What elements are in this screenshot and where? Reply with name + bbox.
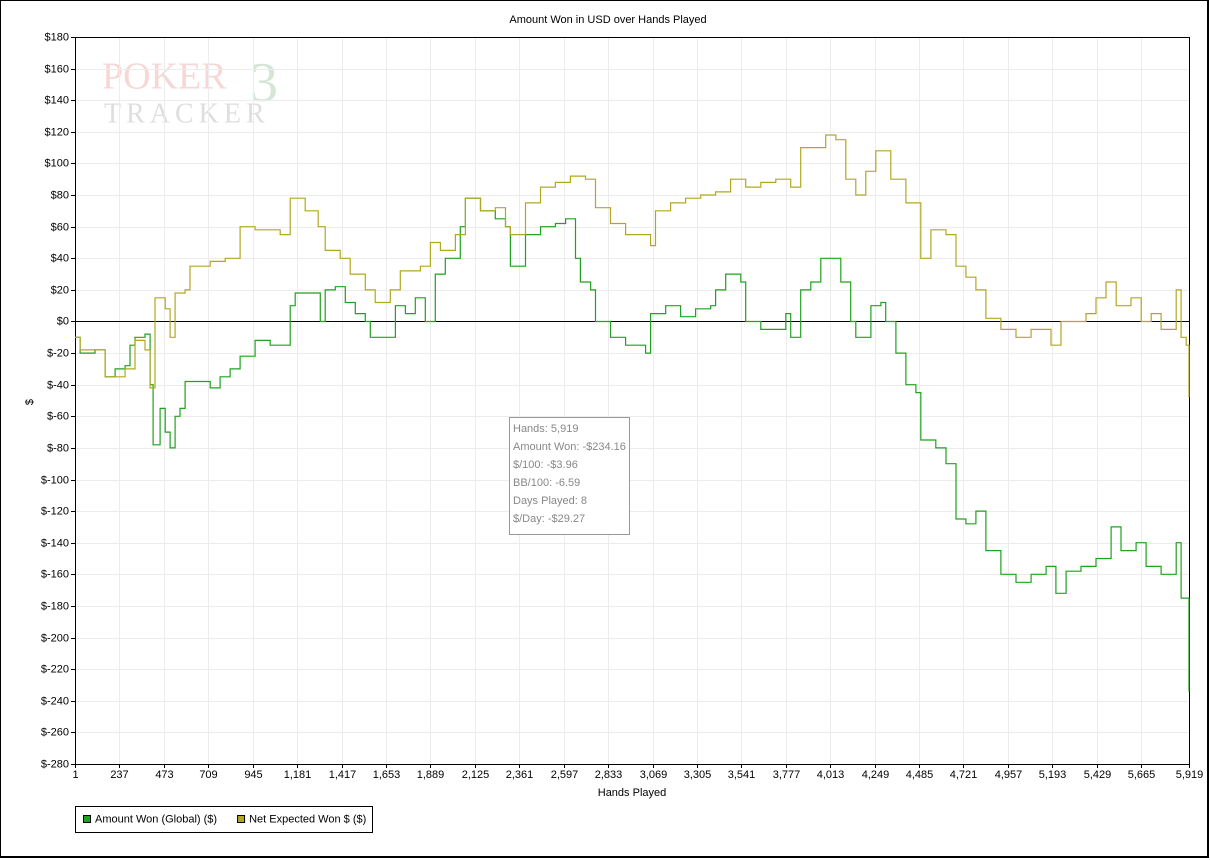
watermark-text: 3 bbox=[250, 52, 278, 114]
tooltip-line: BB/100: -6.59 bbox=[513, 477, 580, 489]
plot-frame bbox=[75, 37, 1190, 765]
y-tick-label: $-40 bbox=[47, 379, 69, 391]
legend-swatch bbox=[237, 815, 246, 823]
y-tick-label: $-220 bbox=[41, 663, 69, 675]
tooltip-line: $/Day: -$29.27 bbox=[513, 513, 585, 525]
x-tick-label: 945 bbox=[244, 769, 262, 781]
y-tick-label: $60 bbox=[51, 221, 69, 233]
x-tick-label: 1,417 bbox=[329, 769, 357, 781]
x-tick-label: 5,429 bbox=[1084, 769, 1112, 781]
x-tick-label: 4,013 bbox=[817, 769, 845, 781]
watermark: POKER TRACKER 3 bbox=[102, 52, 278, 130]
y-tick-label: $-140 bbox=[41, 537, 69, 549]
x-tick-label: 1 bbox=[72, 769, 78, 781]
tooltip-line: Days Played: 8 bbox=[513, 495, 587, 507]
y-tick-label: $-160 bbox=[41, 568, 69, 580]
legend-label: Net Expected Won $ ($) bbox=[249, 813, 366, 825]
x-tick-label: 3,069 bbox=[640, 769, 668, 781]
legend-label: Amount Won (Global) ($) bbox=[95, 813, 217, 825]
x-tick-label: 709 bbox=[199, 769, 217, 781]
y-tick-label: $-80 bbox=[47, 442, 69, 454]
y-tick-label: $160 bbox=[45, 63, 69, 75]
chart-title: Amount Won in USD over Hands Played bbox=[509, 14, 706, 26]
x-tick-label: 2,125 bbox=[462, 769, 490, 781]
x-tick-label: 237 bbox=[110, 769, 128, 781]
y-tick-label: $-100 bbox=[41, 474, 69, 486]
y-tick-label: $-60 bbox=[47, 410, 69, 422]
y-tick-label: $40 bbox=[51, 252, 69, 264]
legend: Amount Won (Global) ($) Net Expected Won … bbox=[75, 806, 373, 833]
y-tick-label: $140 bbox=[45, 94, 69, 106]
x-tick-label: 4,249 bbox=[862, 769, 890, 781]
y-tick-label: $-120 bbox=[41, 505, 69, 517]
data-line bbox=[75, 197, 1190, 692]
y-tick-label: $20 bbox=[51, 284, 69, 296]
y-tick-label: $-200 bbox=[41, 632, 69, 644]
legend-box bbox=[75, 806, 373, 833]
x-tick-label: 3,777 bbox=[773, 769, 801, 781]
x-tick-label: 1,889 bbox=[417, 769, 445, 781]
y-tick-label: $-180 bbox=[41, 600, 69, 612]
x-tick-label: 4,957 bbox=[995, 769, 1023, 781]
x-tick-label: 5,919 bbox=[1176, 769, 1204, 781]
tooltip-line: $/100: -$3.96 bbox=[513, 459, 578, 471]
x-tick-label: 2,361 bbox=[506, 769, 534, 781]
y-axis-label: $ bbox=[24, 399, 36, 405]
x-tick-label: 1,653 bbox=[373, 769, 401, 781]
y-tick-label: $100 bbox=[45, 157, 69, 169]
tooltip-box bbox=[509, 417, 630, 535]
legend-swatch bbox=[83, 815, 91, 823]
data-line bbox=[75, 134, 1190, 398]
y-tick-label: $0 bbox=[57, 315, 69, 327]
x-tick-label: 4,485 bbox=[906, 769, 934, 781]
x-tick-label: 1,181 bbox=[284, 769, 312, 781]
tooltip-line: Hands: 5,919 bbox=[513, 423, 578, 435]
x-tick-label: 2,597 bbox=[551, 769, 579, 781]
x-tick-label: 3,305 bbox=[684, 769, 712, 781]
y-tick-label: $-280 bbox=[41, 758, 69, 770]
x-tick-label: 4,721 bbox=[950, 769, 978, 781]
tooltip-line: Amount Won: -$234.16 bbox=[513, 441, 626, 453]
y-tick-label: $120 bbox=[45, 126, 69, 138]
x-tick-label: 473 bbox=[155, 769, 173, 781]
y-tick-label: $-20 bbox=[47, 347, 69, 359]
y-tick-label: $-240 bbox=[41, 695, 69, 707]
x-tick-label: 5,193 bbox=[1039, 769, 1067, 781]
y-tick-label: $-260 bbox=[41, 726, 69, 738]
y-tick-label: $80 bbox=[51, 189, 69, 201]
watermark-text: TRACKER bbox=[104, 98, 270, 129]
y-tick-label: $180 bbox=[45, 31, 69, 43]
tooltip: Hands: 5,919 Amount Won: -$234.16 $/100: -… bbox=[509, 417, 630, 535]
x-tick-label: 3,541 bbox=[728, 769, 756, 781]
x-tick-label: 2,833 bbox=[595, 769, 623, 781]
x-tick-label: 5,665 bbox=[1128, 769, 1156, 781]
x-axis-label: Hands Played bbox=[598, 787, 667, 799]
